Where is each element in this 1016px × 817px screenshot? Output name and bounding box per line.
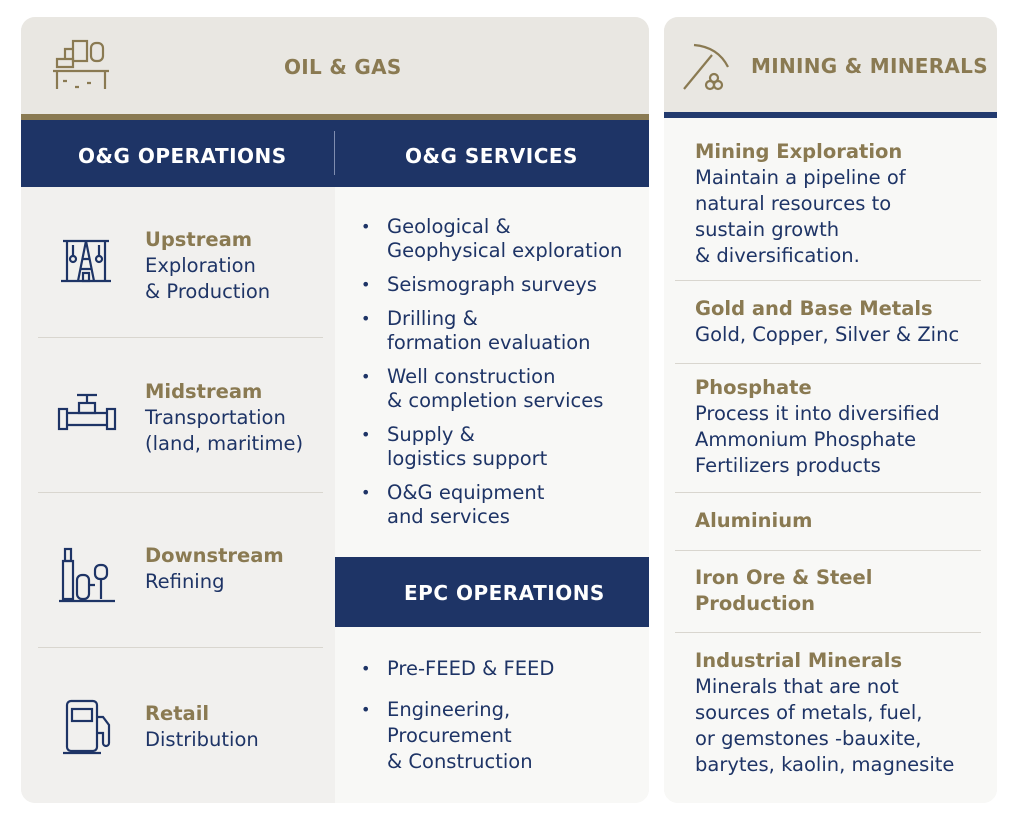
mining-item-industrial-minerals: Industrial Minerals Minerals that are no…	[695, 649, 955, 776]
mining-item-iron-ore-steel: Iron Ore & Steel Production	[695, 566, 873, 615]
navy-divider	[664, 112, 997, 118]
separator	[38, 647, 323, 648]
operations-services-header: O&G OPERATIONS O&G SERVICES	[21, 120, 649, 187]
mining-item-aluminium: Aluminium	[695, 509, 813, 532]
oil-gas-header: OIL & GAS	[21, 17, 649, 114]
list-item: O&G equipment and services	[361, 481, 622, 529]
separator	[38, 337, 323, 338]
pipeline-valve-icon	[57, 385, 117, 445]
header-divider	[334, 131, 335, 175]
separator	[675, 280, 981, 281]
gold-divider	[21, 114, 649, 120]
services-column: Geological & Geophysical exploration Sei…	[335, 187, 649, 557]
mining-header: MINING & MINERALS	[664, 17, 997, 112]
gas-plant-icon	[51, 37, 111, 93]
refinery-icon	[57, 545, 117, 605]
epc-header: EPC OPERATIONS	[335, 557, 649, 627]
operation-desc-line: Transportation	[145, 406, 286, 429]
mining-list: Mining Exploration Maintain a pipeline o…	[664, 118, 997, 803]
services-heading: O&G SERVICES	[405, 144, 578, 168]
fuel-pump-icon	[57, 697, 117, 757]
mining-title: MINING & MINERALS	[751, 54, 988, 78]
mining-item-gold-base-metals: Gold and Base Metals Gold, Copper, Silve…	[695, 297, 960, 346]
operations-heading: O&G OPERATIONS	[78, 144, 287, 168]
separator	[38, 492, 323, 493]
oil-gas-panel: OIL & GAS O&G OPERATIONS O&G SERVICES Up	[21, 17, 649, 803]
mining-item-exploration: Mining Exploration Maintain a pipeline o…	[695, 140, 906, 267]
epc-heading: EPC OPERATIONS	[404, 581, 605, 605]
list-item: Geological & Geophysical exploration	[361, 215, 622, 263]
operation-desc-line: (land, maritime)	[145, 432, 304, 455]
mining-panel: MINING & MINERALS Mining Exploration Mai…	[664, 17, 997, 803]
epc-list: Pre-FEED & FEED Engineering, Procurement…	[361, 657, 554, 775]
list-item: Engineering, Procurement & Construction	[361, 697, 554, 775]
pickaxe-icon	[680, 41, 732, 93]
list-item: Well construction & completion services	[361, 365, 622, 413]
operation-title: Retail	[145, 702, 210, 725]
separator	[675, 550, 981, 551]
list-item: Pre-FEED & FEED	[361, 657, 554, 681]
separator	[675, 492, 981, 493]
oil-gas-title: OIL & GAS	[284, 55, 402, 79]
operation-desc-line: Exploration	[145, 254, 256, 277]
list-item: Seismograph surveys	[361, 273, 622, 297]
operation-desc-line: Refining	[145, 570, 225, 593]
oil-rig-icon	[57, 233, 117, 293]
operation-title: Upstream	[145, 228, 253, 251]
operation-title: Downstream	[145, 544, 284, 567]
operation-desc-line: Distribution	[145, 728, 259, 751]
separator	[675, 363, 981, 364]
services-list: Geological & Geophysical exploration Sei…	[361, 215, 622, 529]
operation-desc-line: & Production	[145, 280, 271, 303]
list-item: Drilling & formation evaluation	[361, 307, 622, 355]
epc-column: Pre-FEED & FEED Engineering, Procurement…	[335, 627, 649, 803]
operation-title: Midstream	[145, 380, 263, 403]
operations-column: Upstream Exploration & Production Midstr…	[21, 187, 335, 803]
list-item: Supply & logistics support	[361, 423, 622, 471]
separator	[675, 632, 981, 633]
mining-item-phosphate: Phosphate Process it into diversified Am…	[695, 376, 940, 477]
